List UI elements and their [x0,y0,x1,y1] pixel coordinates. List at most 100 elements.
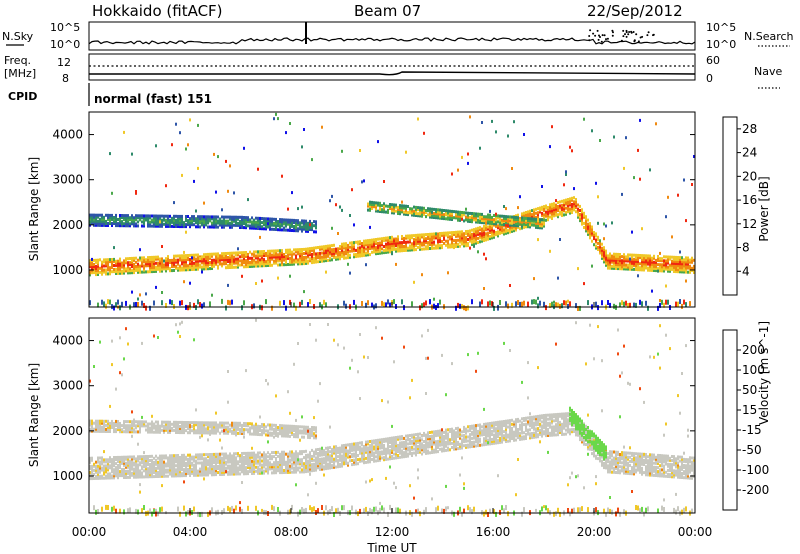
data-cell [113,422,115,425]
data-cell [257,455,259,459]
data-cell [239,259,241,263]
data-cell [249,459,251,463]
data-cell [663,261,665,265]
data-cell [563,209,565,213]
data-cell [203,253,205,257]
data-cell [199,453,201,457]
data-cell [489,231,491,234]
data-cell [103,260,105,264]
clutter-cell [283,300,285,306]
data-cell [273,469,275,473]
data-cell [411,246,413,250]
data-cell [305,251,307,255]
data-cell [201,455,203,459]
data-cell [213,465,215,469]
nsearch-point [624,33,626,36]
scatter-cell [465,218,467,222]
data-cell [289,424,291,428]
data-cell [341,246,343,250]
scatter-cell [421,273,423,277]
data-cell [123,422,125,426]
data-cell [141,455,143,459]
data-cell [215,421,217,425]
data-cell [283,460,285,464]
data-cell [171,454,173,458]
data-cell [147,220,149,224]
data-cell [471,243,473,246]
data-cell [221,458,223,462]
clutter-cell [221,298,223,304]
data-cell [253,252,255,256]
data-cell [605,261,607,265]
data-cell [153,257,155,261]
data-cell [223,458,225,462]
scatter-cell [209,432,211,436]
data-cell [555,207,557,211]
data-cell [529,217,531,221]
data-cell [265,467,267,471]
data-cell [589,228,591,232]
scatter-cell [551,125,553,129]
nsearch-point [599,36,601,38]
data-cell [405,248,407,252]
data-cell [111,476,113,480]
data-cell [417,241,419,245]
data-cell [307,261,309,265]
clutter-cell [161,506,163,512]
data-cell [217,467,219,470]
data-cell [147,469,149,473]
data-cell [103,258,105,262]
data-cell [303,219,305,223]
data-cell [181,268,183,272]
data-cell [151,262,153,265]
data-cell [129,430,131,434]
data-cell [247,263,249,266]
data-cell [279,469,281,473]
data-cell [225,421,227,425]
data-cell [443,231,445,235]
scatter-cell [287,390,289,394]
data-cell [675,268,677,272]
clutter-cell [271,305,273,311]
data-cell [531,223,533,227]
clutter-cell [635,302,637,308]
y-tick-label: 2000 [52,218,83,232]
data-cell [183,225,185,229]
data-cell [615,256,617,260]
scatter-cell [215,411,217,415]
data-cell [137,455,139,459]
data-cell [203,219,205,223]
scatter-cell [633,176,635,180]
data-cell [615,263,617,266]
data-cell [481,239,483,243]
data-cell [387,246,389,250]
data-cell [493,220,495,224]
scatter-cell [211,293,213,297]
data-cell [137,424,139,428]
scatter-cell [189,281,191,285]
data-cell [427,243,429,247]
data-cell [613,258,615,262]
data-cell [263,254,265,258]
data-cell [285,470,287,474]
data-cell [327,258,329,262]
scatter-cell [139,490,141,494]
data-cell [499,220,501,224]
data-cell [129,473,131,477]
data-cell [159,259,161,263]
data-cell [457,238,459,242]
data-cell [365,251,367,255]
data-cell [239,432,241,435]
data-cell [469,235,471,239]
data-cell [173,262,175,266]
data-cell [271,463,273,467]
data-cell [249,461,251,465]
data-cell [247,430,249,434]
data-cell [501,225,503,228]
data-cell [383,208,385,212]
data-cell [399,206,401,210]
data-cell [429,211,431,215]
data-cell [165,428,167,432]
data-cell [115,261,117,265]
scatter-cell [417,117,419,121]
